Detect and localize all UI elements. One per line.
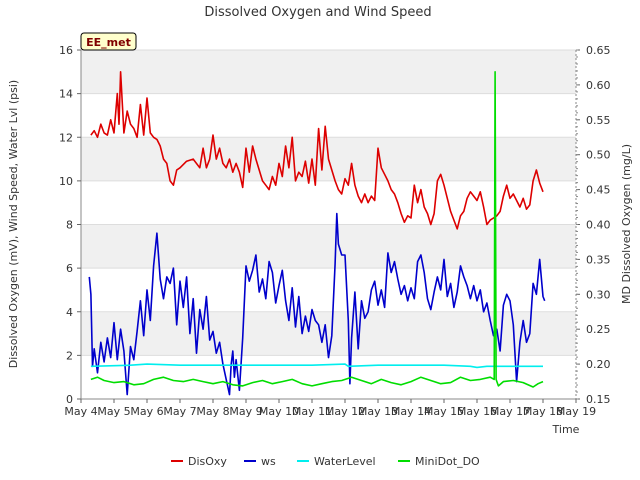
series-line-ws bbox=[88, 212, 546, 396]
y-tick-label-left: 14 bbox=[59, 88, 73, 101]
y-tick-label-left: 16 bbox=[59, 44, 73, 57]
series-line-MiniDot_DO bbox=[90, 71, 544, 388]
x-tick-label: May 8 bbox=[196, 405, 229, 418]
y-tick-label-left: 4 bbox=[66, 306, 73, 319]
y-tick-label-right: 0.45 bbox=[586, 184, 611, 197]
y-tick-label-left: 10 bbox=[59, 175, 73, 188]
series-line-DisOxy bbox=[90, 71, 544, 230]
y-tick-label-right: 0.55 bbox=[586, 114, 611, 127]
x-tick-label: May 12 bbox=[325, 405, 365, 418]
y-tick-label-right: 0.25 bbox=[586, 323, 611, 336]
x-tick-label: May 13 bbox=[358, 405, 398, 418]
band bbox=[81, 50, 576, 94]
x-tick-label: May 7 bbox=[163, 405, 196, 418]
y-tick-label-left: 6 bbox=[66, 262, 73, 275]
y-axis-left-label: Dissolved Oxygen (mV), Wind Speed, Water… bbox=[7, 80, 20, 368]
y-tick-label-left: 2 bbox=[66, 349, 73, 362]
chart-title: Dissolved Oxygen and Wind Speed bbox=[204, 5, 431, 20]
station-label: EE_met bbox=[86, 36, 131, 49]
y-tick-label-right: 0.40 bbox=[586, 219, 611, 232]
legend-label-MiniDot_DO: MiniDot_DO bbox=[415, 455, 480, 468]
y-tick-label-right: 0.20 bbox=[586, 358, 611, 371]
y-tick-label-right: 0.50 bbox=[586, 149, 611, 162]
legend: DisOxy ws WaterLevel MiniDot_DO bbox=[171, 455, 480, 468]
x-tick-label: May 5 bbox=[97, 405, 130, 418]
band bbox=[81, 224, 576, 269]
y-tick-label-left: 12 bbox=[59, 131, 73, 144]
series-lines bbox=[88, 71, 546, 396]
y-tick-label-right: 0.60 bbox=[586, 79, 611, 92]
x-tick-label: May 11 bbox=[292, 405, 332, 418]
y-tick-label-left: 8 bbox=[66, 219, 73, 232]
x-tick-label: May 4 bbox=[64, 405, 97, 418]
x-tick-label: May 9 bbox=[229, 405, 262, 418]
y-axis-right-label: MD Dissolved Oxygen (mg/L) bbox=[620, 144, 633, 304]
x-tick-label: May 18 bbox=[523, 405, 563, 418]
legend-label-DisOxy: DisOxy bbox=[188, 455, 227, 468]
axes bbox=[77, 49, 580, 403]
x-tick-label: May 10 bbox=[259, 405, 299, 418]
y-tick-label-right: 0.35 bbox=[586, 253, 611, 266]
x-tick-label: May 14 bbox=[391, 405, 431, 418]
x-tick-label: May 6 bbox=[130, 405, 163, 418]
legend-label-WaterLevel: WaterLevel bbox=[314, 455, 376, 468]
series-line-WaterLevel bbox=[90, 363, 543, 369]
y-tick-label-right: 0.65 bbox=[586, 44, 611, 57]
x-tick-label: May 15 bbox=[424, 405, 464, 418]
x-tick-label: May 19 bbox=[556, 405, 596, 418]
y-tick-label-right: 0.30 bbox=[586, 288, 611, 301]
y-tick-label-left: 0 bbox=[66, 393, 73, 406]
x-tick-label: May 16 bbox=[457, 405, 497, 418]
x-tick-label: May 17 bbox=[490, 405, 530, 418]
legend-label-ws: ws bbox=[261, 455, 276, 468]
x-axis-label: Time bbox=[552, 423, 580, 436]
axis-labels: 0 2 4 6 8 10 12 14 16 0.15 0.20 0.25 0.30 0.35 0.40 0.4… bbox=[59, 44, 611, 418]
station-label-box: EE_met bbox=[80, 32, 137, 51]
y-tick-label-right: 0.15 bbox=[586, 393, 611, 406]
